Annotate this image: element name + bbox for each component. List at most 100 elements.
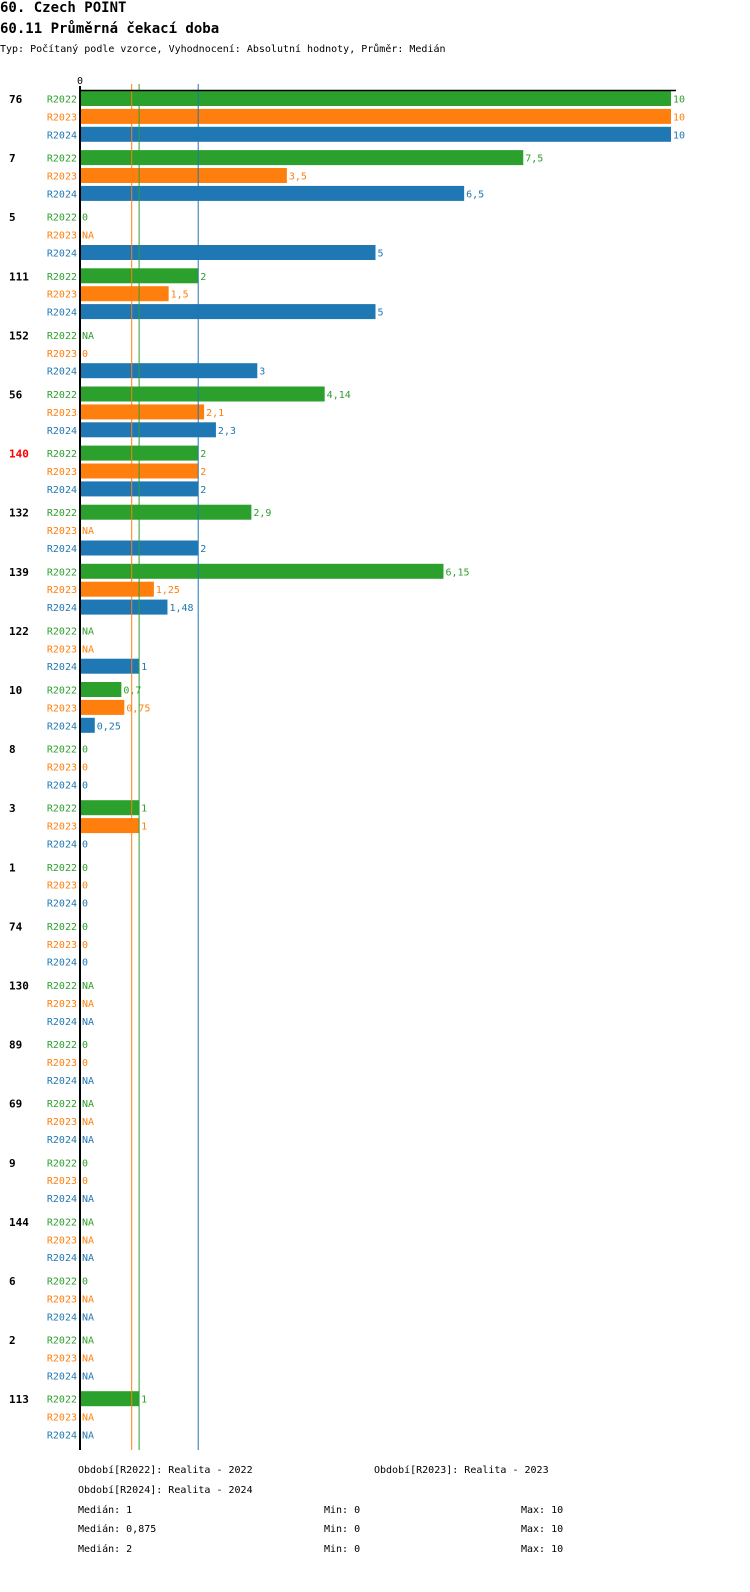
series-label-r2024: R2024: [47, 130, 77, 141]
chart-subtitle: 60.11 Průměrná čekací doba: [0, 21, 220, 37]
category-label-89: 89: [9, 1039, 22, 1052]
series-label-r2024: R2024: [47, 1194, 77, 1205]
value-label-76-r2024: 10: [673, 130, 685, 141]
value-label-56-r2022: 4,14: [327, 390, 351, 401]
value-label-76-r2023: 10: [673, 112, 685, 123]
bar-132-r2022: [80, 504, 252, 520]
value-label-140-r2024: 2: [200, 485, 206, 496]
series-label-r2023: R2023: [47, 349, 77, 360]
series-label-r2023: R2023: [47, 172, 77, 183]
category-label-113: 113: [9, 1393, 29, 1406]
value-label-140-r2022: 2: [200, 449, 206, 460]
value-label-3-r2024: 0: [82, 840, 88, 851]
series-label-r2022: R2022: [47, 1217, 77, 1228]
series-label-r2024: R2024: [47, 721, 77, 732]
series-label-r2024: R2024: [47, 899, 77, 910]
series-label-r2023: R2023: [47, 1413, 77, 1424]
value-label-122-r2024: 1: [141, 662, 147, 673]
bar-152-r2024: [80, 363, 258, 379]
series-label-r2024: R2024: [47, 1312, 77, 1323]
series-label-r2024: R2024: [47, 249, 77, 260]
series-label-r2023: R2023: [47, 822, 77, 833]
value-label-9-r2024: NA: [82, 1194, 94, 1205]
chart-title: 60. Czech POINT: [0, 0, 127, 16]
stats-max-r2024: Max: 10: [521, 1544, 564, 1555]
series-label-r2022: R2022: [47, 213, 77, 224]
bar-76-r2022: [80, 91, 671, 106]
value-label-152-r2024: 3: [259, 367, 265, 378]
series-label-r2024: R2024: [47, 1371, 77, 1382]
value-label-5-r2022: 0: [82, 213, 88, 224]
category-label-130: 130: [9, 980, 29, 993]
value-label-9-r2022: 0: [82, 1158, 88, 1169]
bar-139-r2022: [80, 563, 444, 579]
value-label-130-r2024: NA: [82, 1017, 94, 1028]
bar-7-r2022: [80, 150, 524, 166]
stats-max-r2022: Max: 10: [521, 1505, 564, 1516]
value-label-139-r2024: 1,48: [169, 603, 193, 614]
stats-median-r2023: Medián: 0,875: [78, 1524, 157, 1535]
bar-7-r2023: [80, 168, 287, 183]
category-label-140: 140: [9, 448, 29, 461]
bar-139-r2023: [80, 581, 154, 597]
value-label-144-r2022: NA: [82, 1217, 94, 1228]
value-label-132-r2022: 2,9: [253, 508, 271, 519]
value-label-89-r2024: NA: [82, 1076, 94, 1087]
category-label-74: 74: [9, 920, 23, 933]
stats-min-r2024: Min: 0: [324, 1544, 361, 1555]
series-label-r2023: R2023: [47, 467, 77, 478]
series-label-r2024: R2024: [47, 662, 77, 673]
series-label-r2023: R2023: [47, 585, 77, 596]
series-label-r2024: R2024: [47, 603, 77, 614]
bar-111-r2023: [80, 286, 169, 302]
value-label-56-r2023: 2,1: [206, 408, 224, 419]
series-label-r2023: R2023: [47, 112, 77, 123]
value-label-3-r2022: 1: [141, 804, 147, 815]
series-label-r2023: R2023: [47, 940, 77, 951]
series-label-r2022: R2022: [47, 390, 77, 401]
value-label-132-r2023: NA: [82, 526, 94, 537]
value-label-8-r2023: 0: [82, 763, 88, 774]
category-label-152: 152: [9, 329, 29, 342]
value-label-76-r2022: 10: [673, 95, 685, 106]
category-label-111: 111: [9, 270, 29, 283]
stats-min-r2023: Min: 0: [324, 1524, 361, 1535]
value-label-3-r2023: 1: [141, 822, 147, 833]
series-label-r2022: R2022: [47, 567, 77, 578]
value-label-140-r2023: 2: [200, 467, 206, 478]
value-label-1-r2022: 0: [82, 863, 88, 874]
series-label-r2023: R2023: [47, 999, 77, 1010]
legend-series-r2022: Období[R2022]: Realita - 2022: [78, 1465, 253, 1476]
series-label-r2023: R2023: [47, 1176, 77, 1187]
series-label-r2022: R2022: [47, 508, 77, 519]
value-label-2-r2024: NA: [82, 1371, 94, 1382]
stats-min-r2022: Min: 0: [324, 1505, 361, 1516]
series-label-r2022: R2022: [47, 331, 77, 342]
series-label-r2023: R2023: [47, 526, 77, 537]
category-label-56: 56: [9, 389, 23, 402]
value-label-6-r2022: 0: [82, 1277, 88, 1288]
series-label-r2024: R2024: [47, 958, 77, 969]
series-label-r2023: R2023: [47, 290, 77, 301]
axis-zero-label: 0: [77, 76, 83, 87]
value-label-122-r2022: NA: [82, 626, 94, 637]
legend-series-r2023: Období[R2023]: Realita - 2023: [374, 1465, 549, 1476]
value-label-152-r2022: NA: [82, 331, 94, 342]
value-label-7-r2022: 7,5: [525, 154, 543, 165]
series-label-r2024: R2024: [47, 367, 77, 378]
series-label-r2024: R2024: [47, 485, 77, 496]
bar-7-r2024: [80, 185, 465, 201]
value-label-113-r2023: NA: [82, 1413, 94, 1424]
series-label-r2022: R2022: [47, 745, 77, 756]
value-label-10-r2022: 0,7: [123, 686, 141, 697]
series-label-r2024: R2024: [47, 1017, 77, 1028]
bar-111-r2024: [80, 304, 376, 320]
bar-3-r2022: [80, 800, 140, 816]
series-label-r2022: R2022: [47, 1336, 77, 1347]
value-label-7-r2024: 6,5: [466, 189, 484, 200]
series-label-r2022: R2022: [47, 922, 77, 933]
value-label-152-r2023: 0: [82, 349, 88, 360]
value-label-2-r2022: NA: [82, 1336, 94, 1347]
value-label-74-r2024: 0: [82, 958, 88, 969]
series-label-r2022: R2022: [47, 154, 77, 165]
